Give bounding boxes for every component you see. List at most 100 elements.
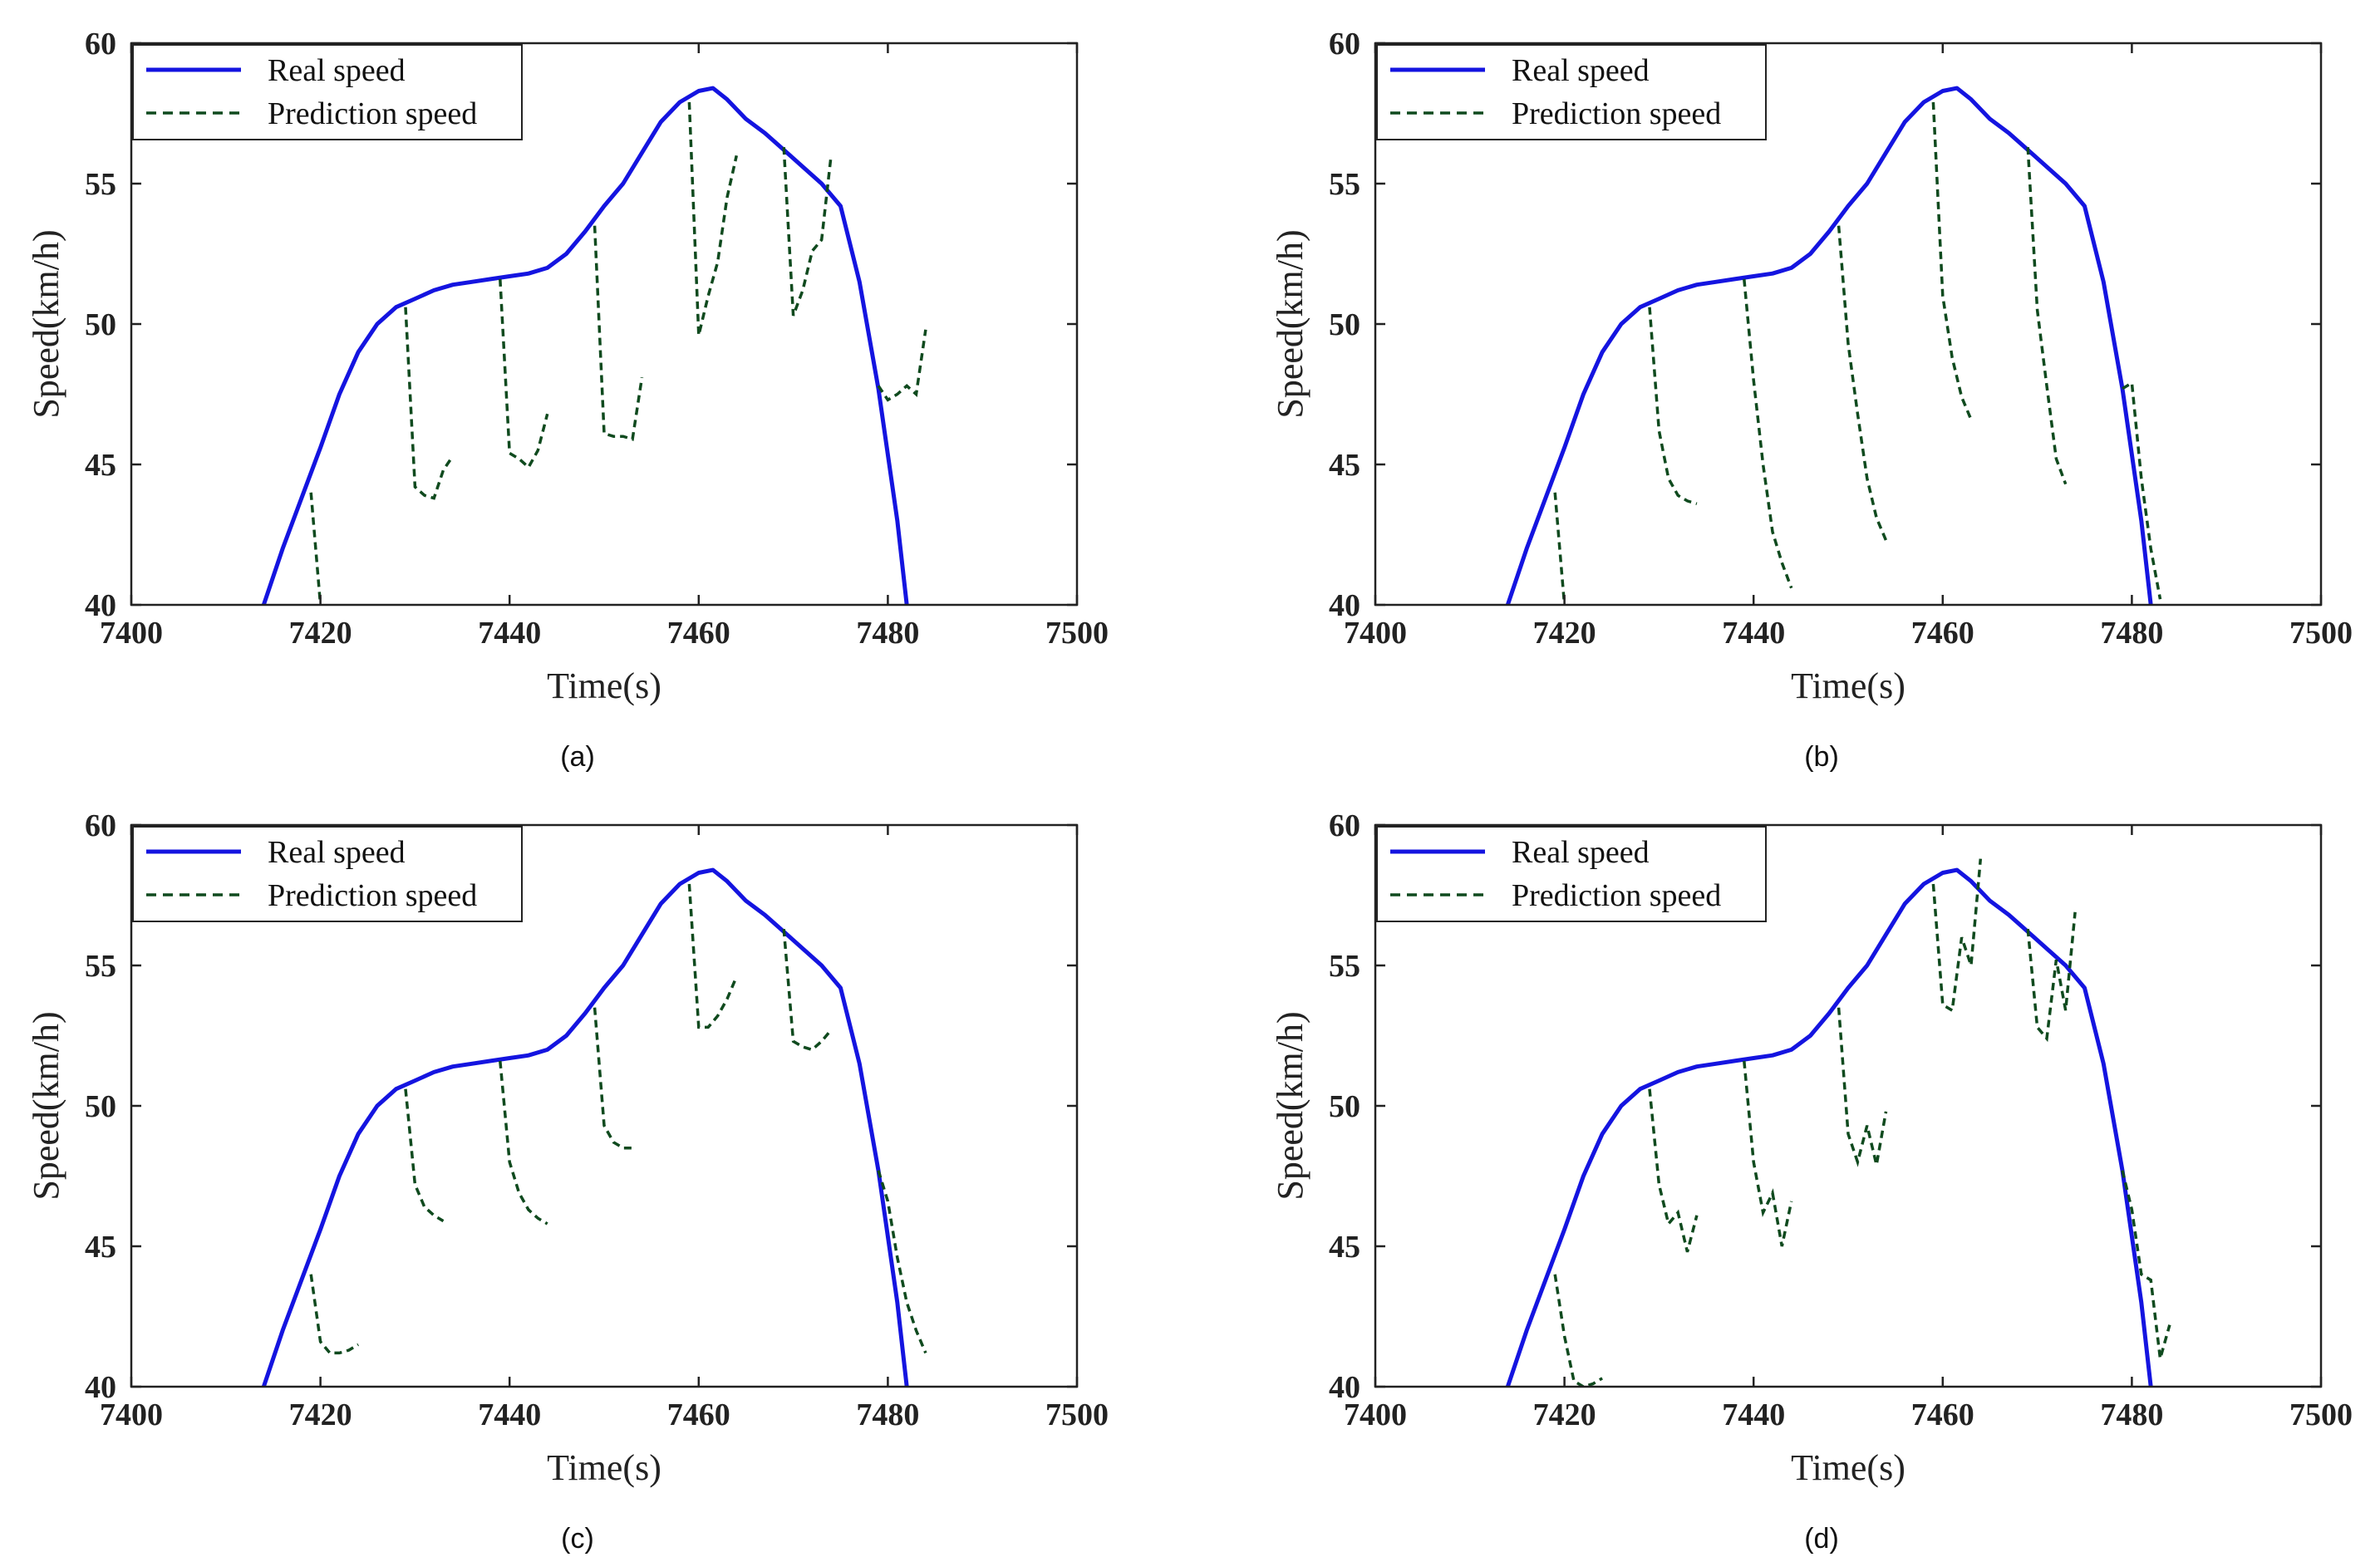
chart-panel-a: 7400 7420 7440 7460 7480 7500 40 45 50 55 60 Time(s… [26,27,1109,773]
panel-caption: (b) [1804,741,1839,773]
x-tick-label: 7400 [100,1397,163,1432]
panel-caption: (c) [561,1523,594,1555]
x-tick-label: 7400 [1344,616,1407,651]
prediction-speed-segment [499,1060,548,1226]
x-tick-label: 7500 [1045,1397,1109,1432]
x-tick-label: 7400 [1344,1397,1407,1432]
x-tick-label: 7460 [667,616,730,651]
y-tick-label: 50 [85,1089,116,1124]
x-tick-label: 7420 [1533,1397,1596,1432]
x-tick-label: 7500 [1045,616,1109,651]
legend-box [1376,44,1767,140]
prediction-speed-segment [782,147,833,317]
prediction-speed-segment [1648,307,1698,505]
x-tick-label: 7420 [289,1397,352,1432]
legend-prediction-label: Prediction speed [1512,878,1721,913]
prediction-speed-segment [1931,101,1973,420]
prediction-speed-segment [1553,1274,1603,1387]
y-axis-title: Speed(km/h) [1270,229,1310,418]
x-tick-label: 7400 [100,616,163,651]
legend: Real speed Prediction speed [132,44,523,140]
legend-prediction-label: Prediction speed [268,878,477,913]
legend-prediction-label: Prediction speed [268,96,477,131]
y-tick-label: 45 [1329,1230,1360,1265]
y-tick-label: 40 [85,1370,116,1405]
legend-box [1376,826,1767,922]
prediction-speed-segment [499,278,549,470]
x-tick-label: 7440 [478,616,541,651]
real-speed-line [261,867,909,1387]
prediction-speed-segment [404,1088,445,1223]
x-axis-title: Time(s) [547,1447,661,1488]
legend: Real speed Prediction speed [132,826,523,922]
x-tick-label: 7480 [856,616,919,651]
prediction-speed-segment [877,329,927,402]
real-speed-line [261,86,909,605]
x-tick-label: 7440 [1722,1397,1785,1432]
y-tick-label: 60 [85,808,116,843]
prediction-speed-segment [593,225,644,441]
prediction-speed-segment [309,1274,359,1355]
prediction-speed-segment [687,101,739,336]
x-tick-label: 7480 [2100,1397,2163,1432]
x-tick-label: 7500 [2289,616,2353,651]
prediction-speed-segment [1743,278,1793,589]
legend-real-label: Real speed [268,835,406,870]
prediction-speed-segment [2026,911,2077,1043]
panel-caption: (d) [1804,1523,1839,1555]
y-tick-label: 50 [1329,307,1360,342]
prediction-speed-segment [404,307,455,500]
prediction-speed-segment [1648,1088,1699,1253]
y-axis-title: Speed(km/h) [26,229,66,418]
x-tick-label: 7480 [856,1397,919,1432]
y-tick-label: 55 [1329,949,1360,984]
prediction-speed-segment [1837,225,1888,541]
y-tick-label: 45 [85,1230,116,1265]
x-tick-label: 7500 [2289,1397,2353,1432]
x-axis-title: Time(s) [547,666,661,706]
legend-box [132,826,523,922]
legend-box [132,44,523,140]
prediction-speed-segment [2121,1170,2171,1359]
chart-panel-d: 7400 7420 7440 7460 7480 7500 40 45 50 55 60 Time(s… [1270,808,2353,1555]
prediction-speed-segment [1743,1060,1793,1247]
prediction-speed-segment [877,1170,927,1354]
y-tick-label: 55 [85,949,116,984]
y-tick-label: 40 [1329,1370,1360,1405]
real-speed-line [1505,86,2153,605]
x-axis-title: Time(s) [1791,1447,1905,1488]
x-tick-label: 7460 [1911,616,1974,651]
chart-panel-c: 7400 7420 7440 7460 7480 7500 40 45 50 55 60 Time(s… [26,808,1109,1555]
y-tick-label: 60 [1329,27,1360,61]
chart-panel-b: 7400 7420 7440 7460 7480 7500 40 45 50 55 60 Time(s… [1270,27,2353,773]
legend-real-label: Real speed [1512,835,1650,870]
x-tick-label: 7420 [1533,616,1596,651]
legend-prediction-label: Prediction speed [1512,96,1721,131]
prediction-speed-segment [593,1007,633,1150]
prediction-speed-segment [687,883,738,1029]
x-axis-title: Time(s) [1791,666,1905,706]
x-tick-label: 7460 [1911,1397,1974,1432]
legend: Real speed Prediction speed [1376,44,1767,140]
prediction-speed-segment [2026,146,2068,485]
prediction-speed-segment [1553,492,1566,605]
real-speed-line [1505,867,2153,1387]
panel-caption: (a) [560,741,595,773]
x-tick-label: 7460 [667,1397,730,1432]
y-tick-label: 55 [1329,167,1360,202]
y-tick-label: 60 [1329,808,1360,843]
y-tick-label: 45 [1329,448,1360,483]
x-tick-label: 7440 [1722,616,1785,651]
legend: Real speed Prediction speed [1376,826,1767,922]
y-tick-label: 50 [85,307,116,342]
x-tick-label: 7440 [478,1397,541,1432]
y-tick-label: 60 [85,27,116,61]
x-tick-label: 7480 [2100,616,2163,651]
y-tick-label: 55 [85,167,116,202]
y-tick-label: 40 [85,588,116,623]
y-tick-label: 50 [1329,1089,1360,1124]
prediction-speed-segment [1837,1007,1888,1167]
prediction-speed-segment [782,928,833,1052]
prediction-speed-segment [2122,381,2162,600]
